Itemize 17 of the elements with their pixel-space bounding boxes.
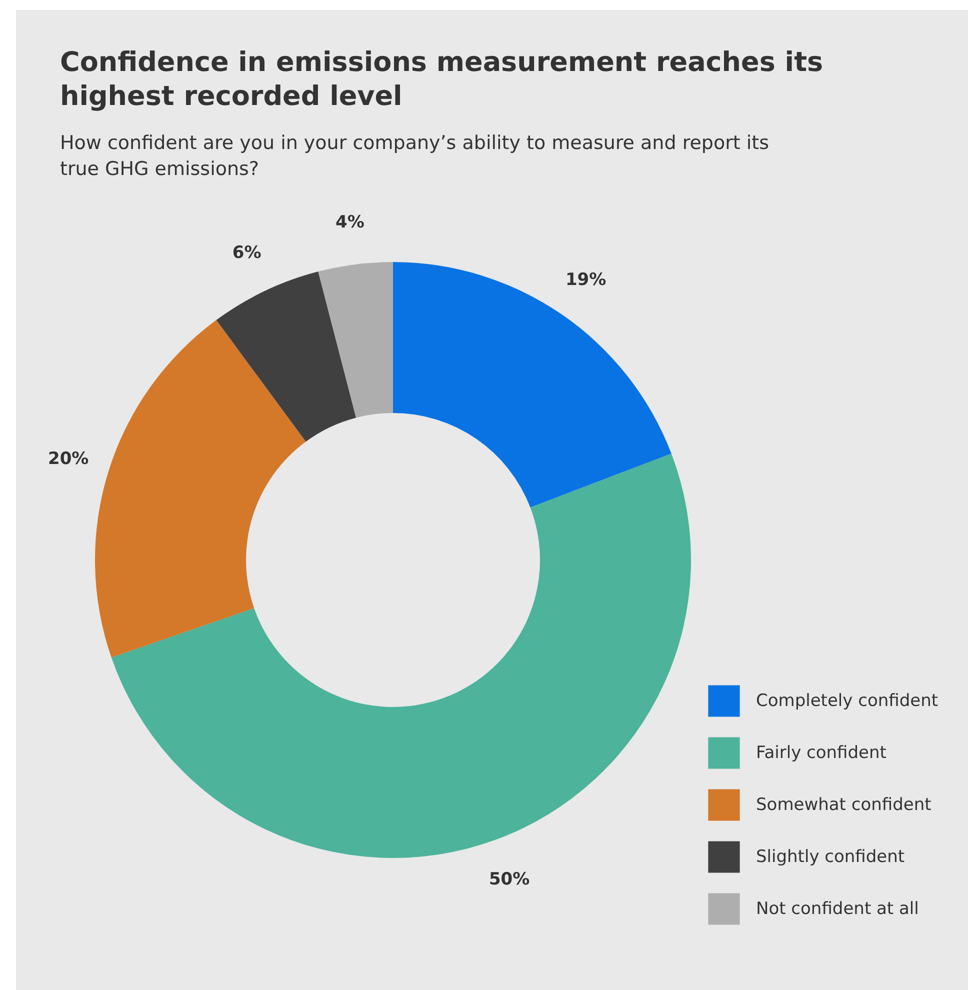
- donut-slice: [318, 262, 393, 418]
- chart-title: Confidence in emissions measurement reaches its highest recorded level: [60, 47, 824, 112]
- chart-subtitle: How confident are you in your company’s ability to measure and report its true GHG emissions?: [60, 132, 770, 180]
- legend-label: Slightly confident: [756, 847, 905, 867]
- donut-slice: [111, 454, 691, 858]
- legend-label: Somewhat confident: [756, 795, 932, 815]
- data-label: 6%: [232, 243, 262, 264]
- data-label: 50%: [488, 869, 530, 890]
- donut-slice: [95, 320, 306, 658]
- data-label: 20%: [48, 449, 89, 470]
- legend-label: Fairly confident: [756, 743, 887, 763]
- data-label: 4%: [336, 212, 364, 233]
- legend-label: Completely confident: [756, 691, 938, 711]
- donut-slice: [393, 262, 672, 508]
- legend-label: Not confident at all: [756, 899, 919, 919]
- donut-slice: [216, 272, 356, 442]
- data-label: 19%: [565, 270, 606, 290]
